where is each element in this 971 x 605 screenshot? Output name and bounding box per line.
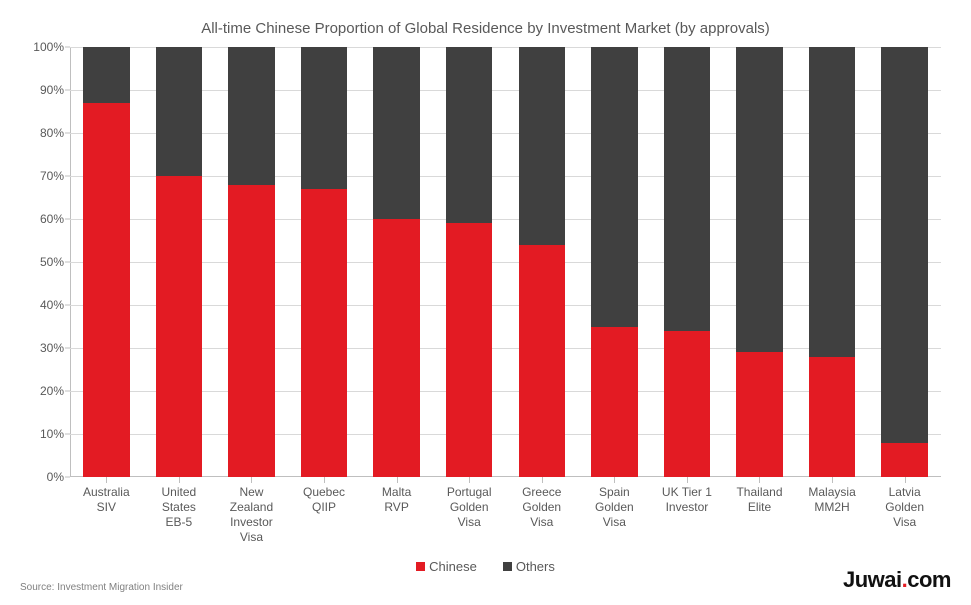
bar-segment-others bbox=[301, 47, 347, 189]
bar-segment-others bbox=[446, 47, 492, 223]
y-tick-label: 80% bbox=[40, 126, 64, 140]
stacked-bar bbox=[736, 47, 782, 477]
stacked-bar bbox=[373, 47, 419, 477]
x-tick-mark bbox=[106, 477, 107, 483]
plot-area: 0%10%20%30%40%50%60%70%80%90%100% bbox=[70, 47, 941, 477]
bar-segment-chinese bbox=[156, 176, 202, 477]
bar-slot bbox=[433, 47, 506, 477]
bar-segment-others bbox=[83, 47, 129, 103]
x-axis-label: GreeceGoldenVisa bbox=[505, 485, 578, 545]
bar-segment-others bbox=[736, 47, 782, 352]
y-tick-label: 60% bbox=[40, 212, 64, 226]
logo-part2: com bbox=[907, 567, 951, 592]
y-tick-label: 50% bbox=[40, 255, 64, 269]
x-tick-mark bbox=[179, 477, 180, 483]
bar-segment-others bbox=[809, 47, 855, 357]
bar-slot bbox=[288, 47, 361, 477]
x-axis-label: SpainGoldenVisa bbox=[578, 485, 651, 545]
bar-slot bbox=[868, 47, 941, 477]
y-tick-label: 70% bbox=[40, 169, 64, 183]
bar-segment-others bbox=[664, 47, 710, 331]
y-axis: 0%10%20%30%40%50%60%70%80%90%100% bbox=[20, 47, 70, 477]
bar-segment-others bbox=[519, 47, 565, 245]
source-text: Source: Investment Migration Insider bbox=[20, 582, 183, 593]
bar-slot bbox=[578, 47, 651, 477]
bar-slot bbox=[796, 47, 869, 477]
chart-title: All-time Chinese Proportion of Global Re… bbox=[20, 20, 951, 37]
x-axis-labels: AustraliaSIVUnitedStatesEB-5NewZealandIn… bbox=[70, 485, 941, 545]
stacked-bar bbox=[664, 47, 710, 477]
y-tick-label: 30% bbox=[40, 341, 64, 355]
x-tick-mark bbox=[251, 477, 252, 483]
x-axis-label: LatviaGoldenVisa bbox=[868, 485, 941, 545]
stacked-bar bbox=[591, 47, 637, 477]
bar-segment-chinese bbox=[736, 352, 782, 477]
bar-slot bbox=[360, 47, 433, 477]
bar-segment-others bbox=[156, 47, 202, 176]
bar-segment-chinese bbox=[83, 103, 129, 477]
bar-segment-others bbox=[373, 47, 419, 219]
x-tick-mark bbox=[324, 477, 325, 483]
chart-container: All-time Chinese Proportion of Global Re… bbox=[0, 0, 971, 605]
bar-slot bbox=[505, 47, 578, 477]
bar-segment-chinese bbox=[446, 223, 492, 477]
bar-slot bbox=[723, 47, 796, 477]
logo-part1: Juwai bbox=[843, 567, 902, 592]
x-axis-label: PortugalGoldenVisa bbox=[433, 485, 506, 545]
bar-slot bbox=[651, 47, 724, 477]
bar-segment-chinese bbox=[373, 219, 419, 477]
stacked-bar bbox=[228, 47, 274, 477]
stacked-bar bbox=[301, 47, 347, 477]
y-tick-label: 100% bbox=[33, 40, 64, 54]
x-axis-label: ThailandElite bbox=[723, 485, 796, 545]
x-tick-mark bbox=[469, 477, 470, 483]
x-axis-label: QuebecQIIP bbox=[288, 485, 361, 545]
x-axis-label: AustraliaSIV bbox=[70, 485, 143, 545]
chart-footer: Source: Investment Migration Insider Juw… bbox=[20, 567, 951, 593]
bar-segment-chinese bbox=[809, 357, 855, 477]
x-tick-mark bbox=[832, 477, 833, 483]
bar-slot bbox=[215, 47, 288, 477]
stacked-bar bbox=[881, 47, 927, 477]
bar-segment-chinese bbox=[519, 245, 565, 477]
y-tick-label: 90% bbox=[40, 83, 64, 97]
stacked-bar bbox=[83, 47, 129, 477]
stacked-bar bbox=[156, 47, 202, 477]
bar-segment-chinese bbox=[591, 327, 637, 478]
x-axis-label: NewZealandInvestorVisa bbox=[215, 485, 288, 545]
x-axis-label: UK Tier 1Investor bbox=[651, 485, 724, 545]
x-axis-label: UnitedStatesEB-5 bbox=[143, 485, 216, 545]
bar-segment-others bbox=[591, 47, 637, 327]
bar-slot bbox=[70, 47, 143, 477]
x-tick-mark bbox=[687, 477, 688, 483]
x-tick-mark bbox=[542, 477, 543, 483]
x-axis-label: MalaysiaMM2H bbox=[796, 485, 869, 545]
juwai-logo: Juwai.com bbox=[843, 567, 951, 593]
x-tick-mark bbox=[759, 477, 760, 483]
bar-segment-others bbox=[881, 47, 927, 443]
bar-slot bbox=[143, 47, 216, 477]
y-tick-label: 40% bbox=[40, 298, 64, 312]
x-tick-mark bbox=[905, 477, 906, 483]
bar-segment-chinese bbox=[228, 185, 274, 477]
x-tick-mark bbox=[397, 477, 398, 483]
bar-segment-chinese bbox=[301, 189, 347, 477]
bar-segment-chinese bbox=[664, 331, 710, 477]
y-tick-label: 10% bbox=[40, 427, 64, 441]
x-tick-mark bbox=[614, 477, 615, 483]
y-tick-label: 0% bbox=[47, 470, 64, 484]
bar-segment-chinese bbox=[881, 443, 927, 477]
stacked-bar bbox=[519, 47, 565, 477]
bars-area bbox=[70, 47, 941, 477]
stacked-bar bbox=[809, 47, 855, 477]
x-axis-label: MaltaRVP bbox=[360, 485, 433, 545]
bar-segment-others bbox=[228, 47, 274, 185]
stacked-bar bbox=[446, 47, 492, 477]
y-tick-label: 20% bbox=[40, 384, 64, 398]
